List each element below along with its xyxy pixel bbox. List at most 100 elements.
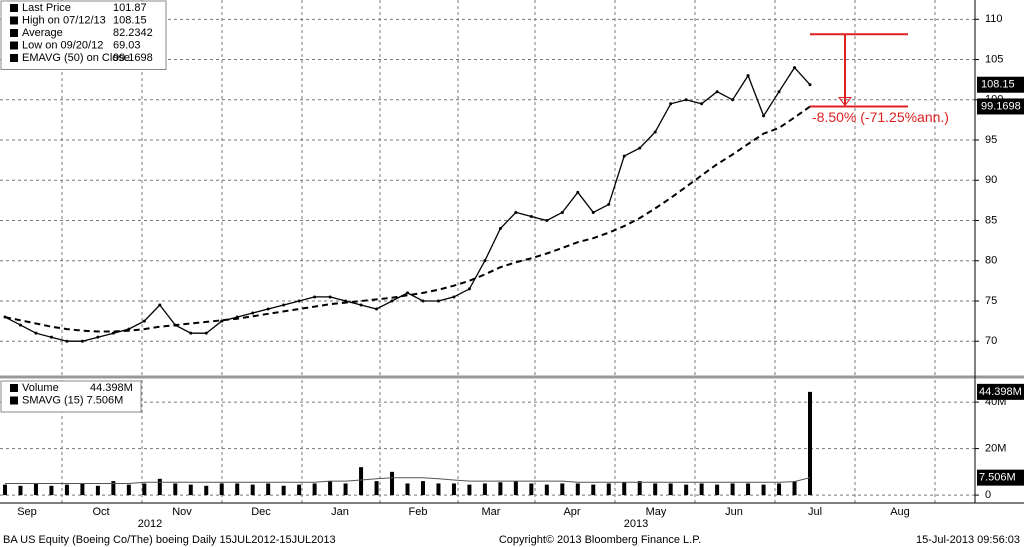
volume-bar [436,483,441,496]
legend-swatch [10,4,18,12]
price-point [251,311,255,315]
volume-bar [606,483,611,496]
volume-bar [359,467,364,496]
volume-bar [266,483,271,496]
legend-value: 69.03 [113,39,141,51]
x-tick-label: Nov [172,506,192,518]
legend-label: High on 07/12/13 [22,14,106,26]
volume-bar [405,483,410,496]
volume-bar [297,484,302,496]
y-tick-label: 105 [985,53,1003,65]
price-point [498,227,502,231]
x-tick-label: Jan [331,506,349,518]
volume-bar [684,484,689,496]
volume-bar [126,484,131,496]
x-tick-label: May [646,506,667,518]
price-point [483,259,487,263]
volume-bar [80,483,85,496]
volume-bar [420,481,425,496]
x-tick-label: Jul [808,506,822,518]
volume-bar [343,483,348,496]
price-point [793,66,797,70]
x-tick-label: Sep [17,506,37,518]
x-tick-label: Apr [563,506,580,518]
legend-label: Volume [22,382,59,394]
volume-bar [482,483,487,496]
price-point [777,90,781,94]
y-tick-label: 95 [985,134,997,146]
volume-bar [451,483,456,496]
price-point [436,299,440,303]
price-point [700,102,704,106]
price-point [266,307,270,311]
y-tick-label: 75 [985,295,997,307]
footer-left: BA US Equity (Boeing Co/The) boeing Dail… [3,534,336,546]
x-tick-label: Feb [409,506,428,518]
price-point [607,202,611,206]
x-tick-label: Dec [251,506,271,518]
legend-label: EMAVG (50) on Close [22,52,130,64]
price-point [514,210,518,214]
price-point [359,303,363,307]
legend-label: Average [22,27,63,39]
price-point [529,214,533,218]
x-tick-label: Mar [482,506,501,518]
price-point [375,307,379,311]
volume-bar [390,471,395,496]
price-point [328,295,332,299]
value-box [977,469,1024,486]
price-point [576,190,580,194]
price-point [204,331,208,335]
price-point [669,102,673,106]
volume-bar [173,483,178,496]
volume-bar [529,483,534,496]
y-tick-label: 20M [985,442,1006,454]
price-point [591,210,595,214]
value-box-label: 108.15 [981,79,1015,91]
volume-bar [498,482,503,496]
volume-bar [204,485,209,496]
volume-bar [467,484,472,496]
volume-bar [18,485,23,496]
value-box-label: 44.398M [979,386,1022,398]
x-tick-label: Oct [92,506,109,518]
price-line [4,105,811,333]
price-point [731,98,735,102]
price-point [220,319,224,323]
y-tick-label: 110 [985,13,1003,25]
legend-label: Low on 09/20/12 [22,39,103,51]
volume-bar [668,483,673,496]
price-point [746,74,750,78]
price-point [96,335,100,339]
sma-line [5,477,811,484]
legend-value: 108.15 [113,14,147,26]
price-point [406,291,409,295]
legend-value: 101.87 [113,2,147,14]
volume-bar [33,483,38,496]
legend-value: 99.1698 [113,52,153,64]
price-point [421,299,425,303]
price-point [715,90,719,94]
price-point [452,295,456,299]
price-point [189,331,193,335]
price-point [622,154,626,158]
legend-box [0,0,167,70]
annotation-arrowhead [837,96,853,107]
price-point [808,83,812,87]
price-point [653,130,657,134]
year-label: 2013 [624,518,648,530]
value-box [977,76,1024,93]
legend-swatch [10,41,18,50]
volume-bar [142,483,147,496]
y-tick-label: 85 [985,214,997,226]
legend-swatch [10,384,18,392]
legend-label: Last Price [22,2,71,14]
y-tick-label: 80 [985,255,997,267]
price-point [560,210,564,214]
volume-bar [95,485,100,496]
volume-bar [188,484,193,496]
price-point [282,303,286,307]
legend-swatch [10,54,18,62]
